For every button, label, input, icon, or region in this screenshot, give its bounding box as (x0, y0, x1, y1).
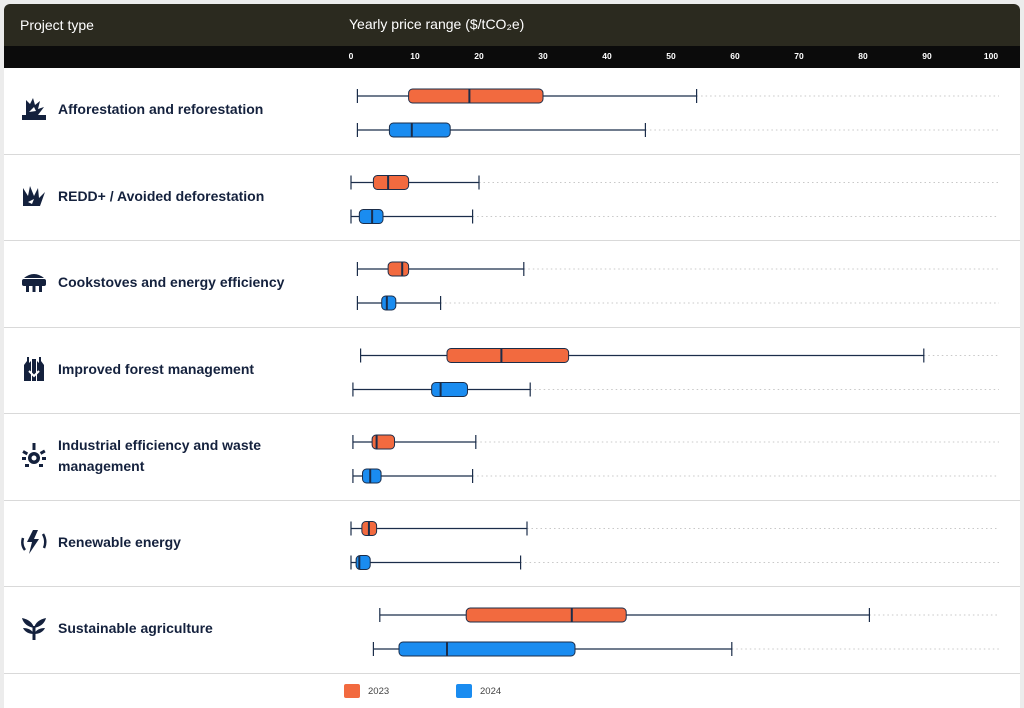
project-row: Cookstoves and energy efficiency (4, 241, 1020, 328)
iqr-box-2023 (465, 607, 627, 623)
iqr-box-2024 (381, 295, 397, 311)
renewable-icon (20, 528, 48, 556)
project-row: REDD+ / Avoided deforestation (4, 155, 1020, 241)
chart-frame: Project type Yearly price range ($/tCO₂e… (4, 4, 1020, 708)
iqr-box-2024 (355, 555, 371, 570)
x-tick-label: 90 (922, 51, 932, 61)
price-range-header: Yearly price range ($/tCO₂e) (349, 16, 525, 32)
x-tick-label: 70 (794, 51, 804, 61)
iqr-box-2023 (371, 434, 396, 450)
iqr-box-2024 (398, 641, 576, 657)
x-tick-label: 100 (983, 51, 999, 61)
iqr-box-2023 (446, 348, 570, 363)
x-tick-label: 10 (410, 51, 420, 61)
project-label: Cookstoves and energy efficiency (58, 274, 285, 291)
project-row: Improved forest management (4, 328, 1020, 414)
iqr-box-2023 (408, 88, 544, 104)
iqr-box-2024 (431, 382, 468, 397)
forest-management-icon (20, 355, 48, 383)
iqr-box-2024 (362, 468, 382, 484)
project-label: REDD+ / Avoided deforestation (58, 187, 265, 204)
legend-swatch-2023 (344, 684, 360, 698)
project-row: Afforestation and reforestation (4, 68, 1020, 155)
legend-swatch-2024 (456, 684, 472, 698)
project-label: Renewable energy (58, 533, 181, 550)
x-tick-label: 0 (348, 51, 354, 61)
legend-label-2024: 2024 (480, 686, 502, 697)
cookstove-icon (20, 268, 48, 296)
redd-icon (20, 182, 48, 210)
legend-label-2023: 2023 (368, 686, 390, 697)
table-header: Project type Yearly price range ($/tCO₂e… (4, 4, 1020, 46)
project-row: Industrial efficiency and waste manageme… (4, 414, 1020, 501)
agriculture-icon (20, 614, 48, 642)
project-row: Renewable energy (4, 501, 1020, 587)
x-tick-label: 50 (666, 51, 676, 61)
x-tick-label: 20 (474, 51, 484, 61)
project-type-header: Project type (20, 17, 94, 33)
x-tick-label: 40 (602, 51, 612, 61)
iqr-box-2024 (388, 122, 451, 138)
project-label: Improved forest management (58, 360, 255, 377)
project-row: Sustainable agriculture (4, 587, 1020, 674)
project-label: Afforestation and reforestation (58, 101, 264, 118)
iqr-box-2023 (372, 175, 410, 190)
industrial-icon (20, 441, 48, 469)
x-tick-label: 30 (538, 51, 548, 61)
afforestation-icon (20, 95, 48, 123)
box-plot (350, 88, 999, 657)
x-tick-label: 60 (730, 51, 740, 61)
iqr-box-2023 (387, 261, 410, 277)
project-label: Sustainable agriculture (58, 620, 213, 637)
project-label: Industrial efficiency and waste manageme… (58, 437, 262, 475)
axis-tick-bar: 0 10 20 30 40 50 60 70 80 90 100 (4, 46, 1020, 68)
x-tick-label: 80 (858, 51, 868, 61)
